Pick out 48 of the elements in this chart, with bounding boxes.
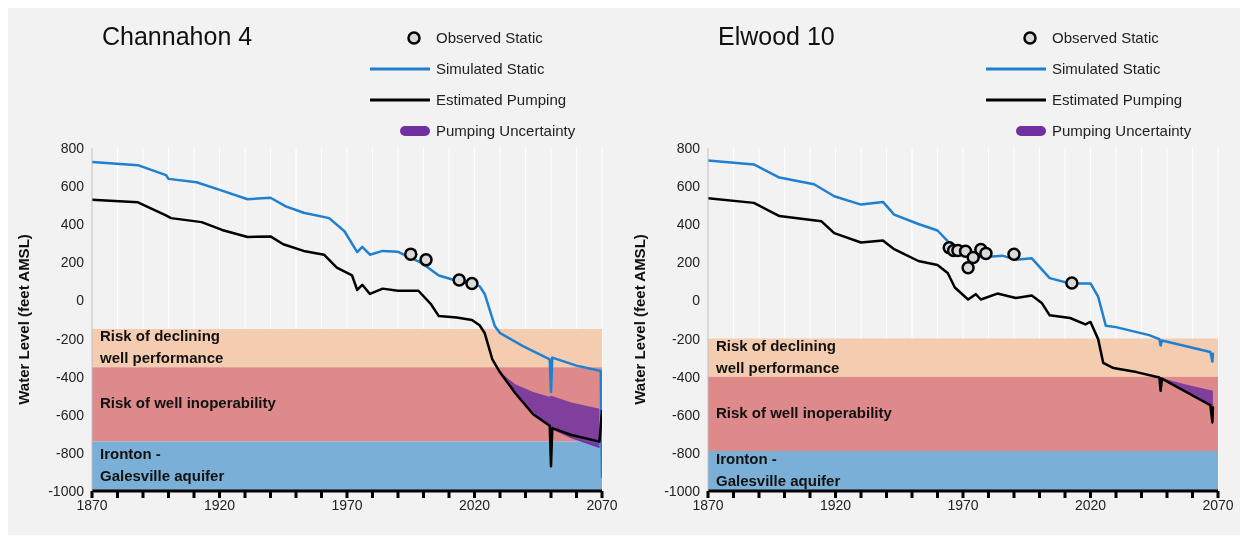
x-tick-label: 2070	[1202, 496, 1234, 513]
y-tick-label: 200	[60, 254, 85, 271]
y-axis-title: Water Level (feet AMSL)	[15, 234, 33, 405]
x-tick-label: 2020	[458, 496, 491, 513]
legend-label: Simulated Static	[436, 60, 545, 77]
legend-label: Pumping Uncertainty	[436, 122, 576, 139]
x-tick-label: 2020	[1074, 496, 1107, 513]
y-tick-label: -800	[55, 444, 85, 461]
legend-label: Simulated Static	[1052, 60, 1161, 77]
legend-label: Observed Static	[436, 29, 543, 46]
legend-label: Estimated Pumping	[436, 91, 567, 108]
y-tick-label: 0	[692, 292, 701, 309]
y-tick-label: -600	[55, 406, 85, 423]
legend-label: Pumping Uncertainty	[1052, 122, 1192, 139]
band-label: Ironton - Galesville aquifer	[716, 449, 841, 489]
y-tick-label: -200	[671, 330, 701, 347]
y-tick-label: 0	[76, 292, 85, 309]
x-tick-label: 1870	[692, 496, 724, 513]
y-axis-title: Water Level (feet AMSL)	[631, 234, 649, 405]
y-tick-label: -400	[671, 368, 701, 385]
legend-label: Estimated Pumping	[1052, 91, 1183, 108]
x-tick-label: 1970	[331, 496, 363, 513]
y-tick-label: 600	[60, 178, 85, 195]
y-tick-label: 800	[676, 139, 701, 156]
y-tick-label: 600	[676, 178, 701, 195]
y-tick-label: -200	[55, 330, 85, 347]
y-tick-label: -1000	[664, 482, 701, 499]
legend-label: Observed Static	[1052, 29, 1159, 46]
band-label: Risk of well inoperability	[100, 394, 277, 412]
y-tick-label: 200	[676, 254, 701, 271]
x-tick-label: 1920	[819, 496, 852, 513]
y-tick-label: 800	[60, 139, 85, 156]
chart-title: Channahon 4	[102, 22, 253, 51]
y-tick-label: -1000	[48, 482, 85, 499]
x-tick-label: 1920	[203, 496, 236, 513]
chart-title: Elwood 10	[718, 22, 835, 51]
band-label: Risk of declining well performance	[99, 327, 224, 367]
y-tick-label: -400	[55, 368, 85, 385]
y-tick-label: -600	[671, 406, 701, 423]
x-tick-label: 2070	[586, 496, 618, 513]
y-tick-label: 400	[676, 216, 701, 233]
band-label: Ironton - Galesville aquifer	[100, 445, 225, 485]
y-tick-label: -800	[671, 444, 701, 461]
x-tick-label: 1870	[76, 496, 108, 513]
band-label: Risk of declining well performance	[715, 336, 840, 376]
band-label: Risk of well inoperability	[716, 403, 893, 421]
x-tick-label: 1970	[947, 496, 979, 513]
y-tick-label: 400	[60, 216, 85, 233]
